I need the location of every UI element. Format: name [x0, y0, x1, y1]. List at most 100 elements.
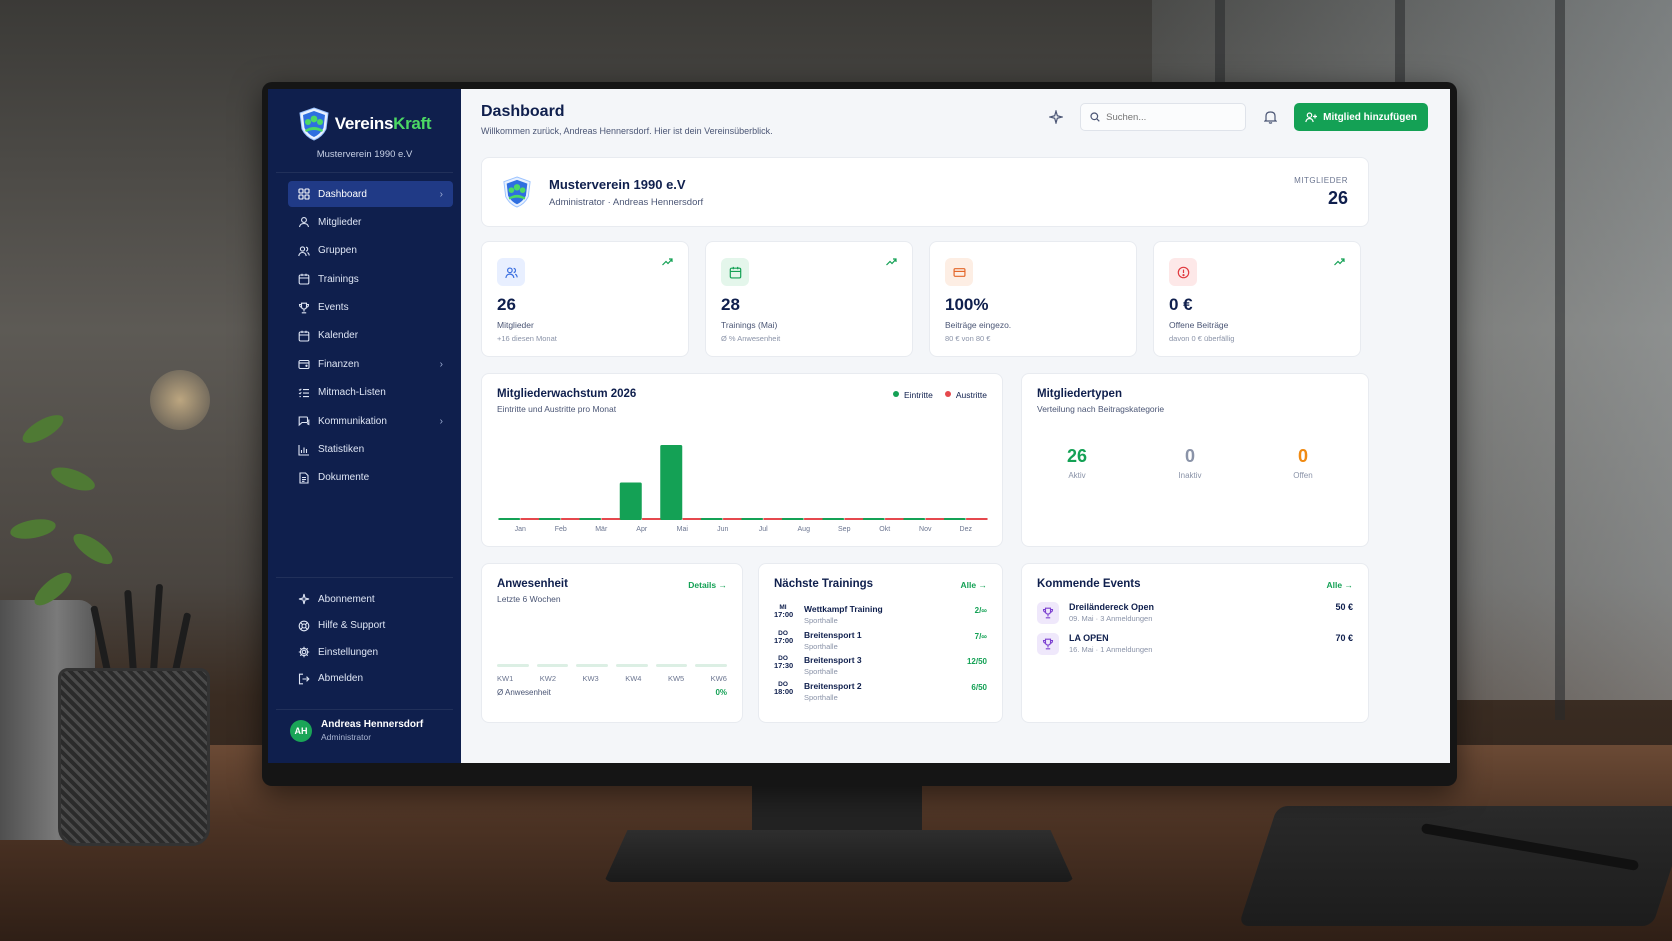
sidebar-item-mitmach-listen[interactable]: Mitmach-Listen: [288, 380, 453, 406]
search-box[interactable]: [1080, 103, 1247, 131]
trophy-icon: [1037, 633, 1059, 655]
chevron-right-icon: ›: [439, 358, 443, 370]
bar-austritte-okt[interactable]: [884, 518, 907, 520]
bar-austritte-jun[interactable]: [722, 518, 745, 520]
bar-eintritte-okt[interactable]: [862, 518, 885, 520]
sidebar-item-einstellungen[interactable]: Einstellungen: [288, 639, 453, 666]
stat-card[interactable]: 28 Trainings (Mai) Ø % Anwesenheit: [705, 241, 913, 357]
sidebar-item-events[interactable]: Events: [288, 295, 453, 321]
event-row[interactable]: Dreiländereck Open 09. Mai · 3 Anmeldunge…: [1037, 602, 1353, 633]
add-member-button[interactable]: Mitglied hinzufügen: [1294, 103, 1428, 131]
bar-eintritte-sep[interactable]: [822, 518, 845, 520]
event-price: 70 €: [1335, 633, 1353, 643]
stat-note: Ø % Anwesenheit: [721, 334, 781, 343]
training-participants: 6/50: [971, 682, 987, 692]
sidebar-item-kommunikation[interactable]: Kommunikation ›: [288, 408, 453, 434]
attendance-details-link[interactable]: Details →: [688, 580, 727, 590]
sidebar-item-trainings[interactable]: Trainings: [288, 266, 453, 292]
chevron-right-icon: ›: [439, 188, 443, 200]
bar-eintritte-jun[interactable]: [700, 518, 723, 520]
stat-card[interactable]: 0 € Offene Beiträge davon 0 € überfällig: [1153, 241, 1361, 357]
bar-eintritte-apr[interactable]: [619, 482, 642, 521]
training-place: Sporthalle: [804, 641, 838, 651]
attendance-bar: [695, 664, 728, 667]
trainings-all-link[interactable]: Alle →: [960, 580, 987, 590]
sidebar-item-finanzen[interactable]: Finanzen ›: [288, 351, 453, 377]
x-tick-label: Sep: [838, 526, 851, 533]
bar-austritte-feb[interactable]: [560, 518, 583, 520]
bar-austritte-jan[interactable]: [520, 518, 543, 520]
training-name: Breitensport 1: [804, 629, 862, 640]
main-content: Dashboard Willkommen zurück, Andreas Hen…: [461, 89, 1450, 763]
sidebar-item-abonnement[interactable]: Abonnement: [288, 586, 453, 613]
divider: [276, 709, 453, 710]
training-name: Breitensport 3: [804, 655, 862, 665]
week-label: KW3: [582, 674, 599, 683]
user-profile[interactable]: AH Andreas Hennersdorf Administrator: [290, 719, 423, 742]
bar-eintritte-mär[interactable]: [579, 518, 602, 520]
gear-icon: [298, 646, 310, 658]
attendance-avg-value: 0%: [715, 688, 727, 697]
bar-austritte-apr[interactable]: [641, 518, 664, 520]
bar-eintritte-dez[interactable]: [943, 518, 966, 520]
document-icon: [298, 472, 310, 484]
chart-subtitle: Eintritte und Austritte pro Monat: [497, 404, 617, 414]
training-row[interactable]: DO 18:00 Breitensport 2 Sporthalle 6/50: [774, 681, 987, 707]
events-list: Dreiländereck Open 09. Mai · 3 Anmeldunge…: [1037, 602, 1353, 664]
stat-card[interactable]: 26 Mitglieder +16 diesen Monat: [481, 241, 689, 357]
user-role: Administrator: [321, 732, 372, 742]
member-count: MITGLIEDER 26: [1294, 176, 1348, 209]
sidebar-item-label: Einstellungen: [318, 646, 379, 658]
sidebar-item-gruppen[interactable]: Gruppen: [288, 238, 453, 264]
logout-icon: [298, 673, 310, 685]
sidebar-item-label: Abonnement: [318, 593, 375, 605]
brand-logo[interactable]: VereinsKraft: [268, 89, 461, 141]
divider: [276, 172, 453, 173]
bar-eintritte-feb[interactable]: [538, 518, 561, 520]
bell-icon[interactable]: [1260, 107, 1280, 127]
event-row[interactable]: LA OPEN 16. Mai · 1 Anmeldungen 70 €: [1037, 633, 1353, 664]
bar-austritte-mär[interactable]: [601, 518, 624, 520]
sidebar-item-statistiken[interactable]: Statistiken: [288, 437, 453, 463]
week-label: KW5: [667, 674, 685, 683]
bar-austritte-jul[interactable]: [763, 518, 786, 520]
training-row[interactable]: DO 17:30 Breitensport 3 Sporthalle 12/50: [774, 655, 987, 681]
sidebar-item-mitglieder[interactable]: Mitglieder: [288, 209, 453, 235]
events-all-link[interactable]: Alle →: [1326, 580, 1353, 590]
bar-austritte-mai[interactable]: [682, 518, 705, 520]
sidebar-item-hilfe-support[interactable]: Hilfe & Support: [288, 613, 453, 640]
training-participants: 7/∞: [974, 631, 987, 641]
training-row[interactable]: MI 17:00 Wettkampf Training Sporthalle 2/∞: [774, 604, 987, 630]
trainings-card: Nächste Trainings Alle → MI 17:00 Wettkamp…: [758, 563, 1003, 723]
bar-austritte-sep[interactable]: [844, 518, 867, 520]
member-type-value: 0: [1184, 446, 1195, 466]
add-user-icon: [1305, 111, 1318, 122]
bar-eintritte-jul[interactable]: [741, 518, 764, 520]
secondary-navigation: Abonnement Hilfe & Support Einstellungen Ab…: [288, 586, 453, 692]
bar-austritte-nov[interactable]: [925, 518, 948, 520]
pen-cup: [58, 668, 210, 846]
trophy-icon: [1037, 602, 1059, 624]
stat-card[interactable]: 100% Beiträge eingezo. 80 € von 80 €: [929, 241, 1137, 357]
bar-eintritte-aug[interactable]: [781, 518, 804, 520]
stat-note: davon 0 € überfällig: [1169, 334, 1235, 343]
monitor-screen: VereinsKraft Musterverein 1990 e.V Dashb…: [268, 89, 1450, 763]
bar-eintritte-mai[interactable]: [660, 445, 683, 520]
stat-label: Mitglieder: [497, 320, 534, 330]
search-input[interactable]: [1106, 111, 1227, 123]
bar-eintritte-jan[interactable]: [498, 518, 521, 520]
stat-label: Trainings (Mai): [721, 320, 778, 330]
sidebar-item-kalender[interactable]: Kalender: [288, 323, 453, 349]
sidebar-item-dokumente[interactable]: Dokumente: [288, 465, 453, 491]
window-frame: [1555, 0, 1565, 720]
bar-austritte-dez[interactable]: [965, 518, 988, 520]
bar-eintritte-nov[interactable]: [903, 518, 926, 520]
plant-leaf: [48, 462, 98, 496]
attendance-bar: [497, 664, 529, 667]
sparkle-icon[interactable]: [1046, 107, 1066, 127]
sidebar-item-abmelden[interactable]: Abmelden: [288, 666, 453, 693]
sidebar-item-dashboard[interactable]: Dashboard ›: [288, 181, 453, 207]
training-row[interactable]: DO 17:00 Breitensport 1 Sporthalle 7/∞: [774, 630, 987, 656]
training-time: 17:00: [774, 635, 794, 645]
bar-austritte-aug[interactable]: [803, 518, 826, 520]
